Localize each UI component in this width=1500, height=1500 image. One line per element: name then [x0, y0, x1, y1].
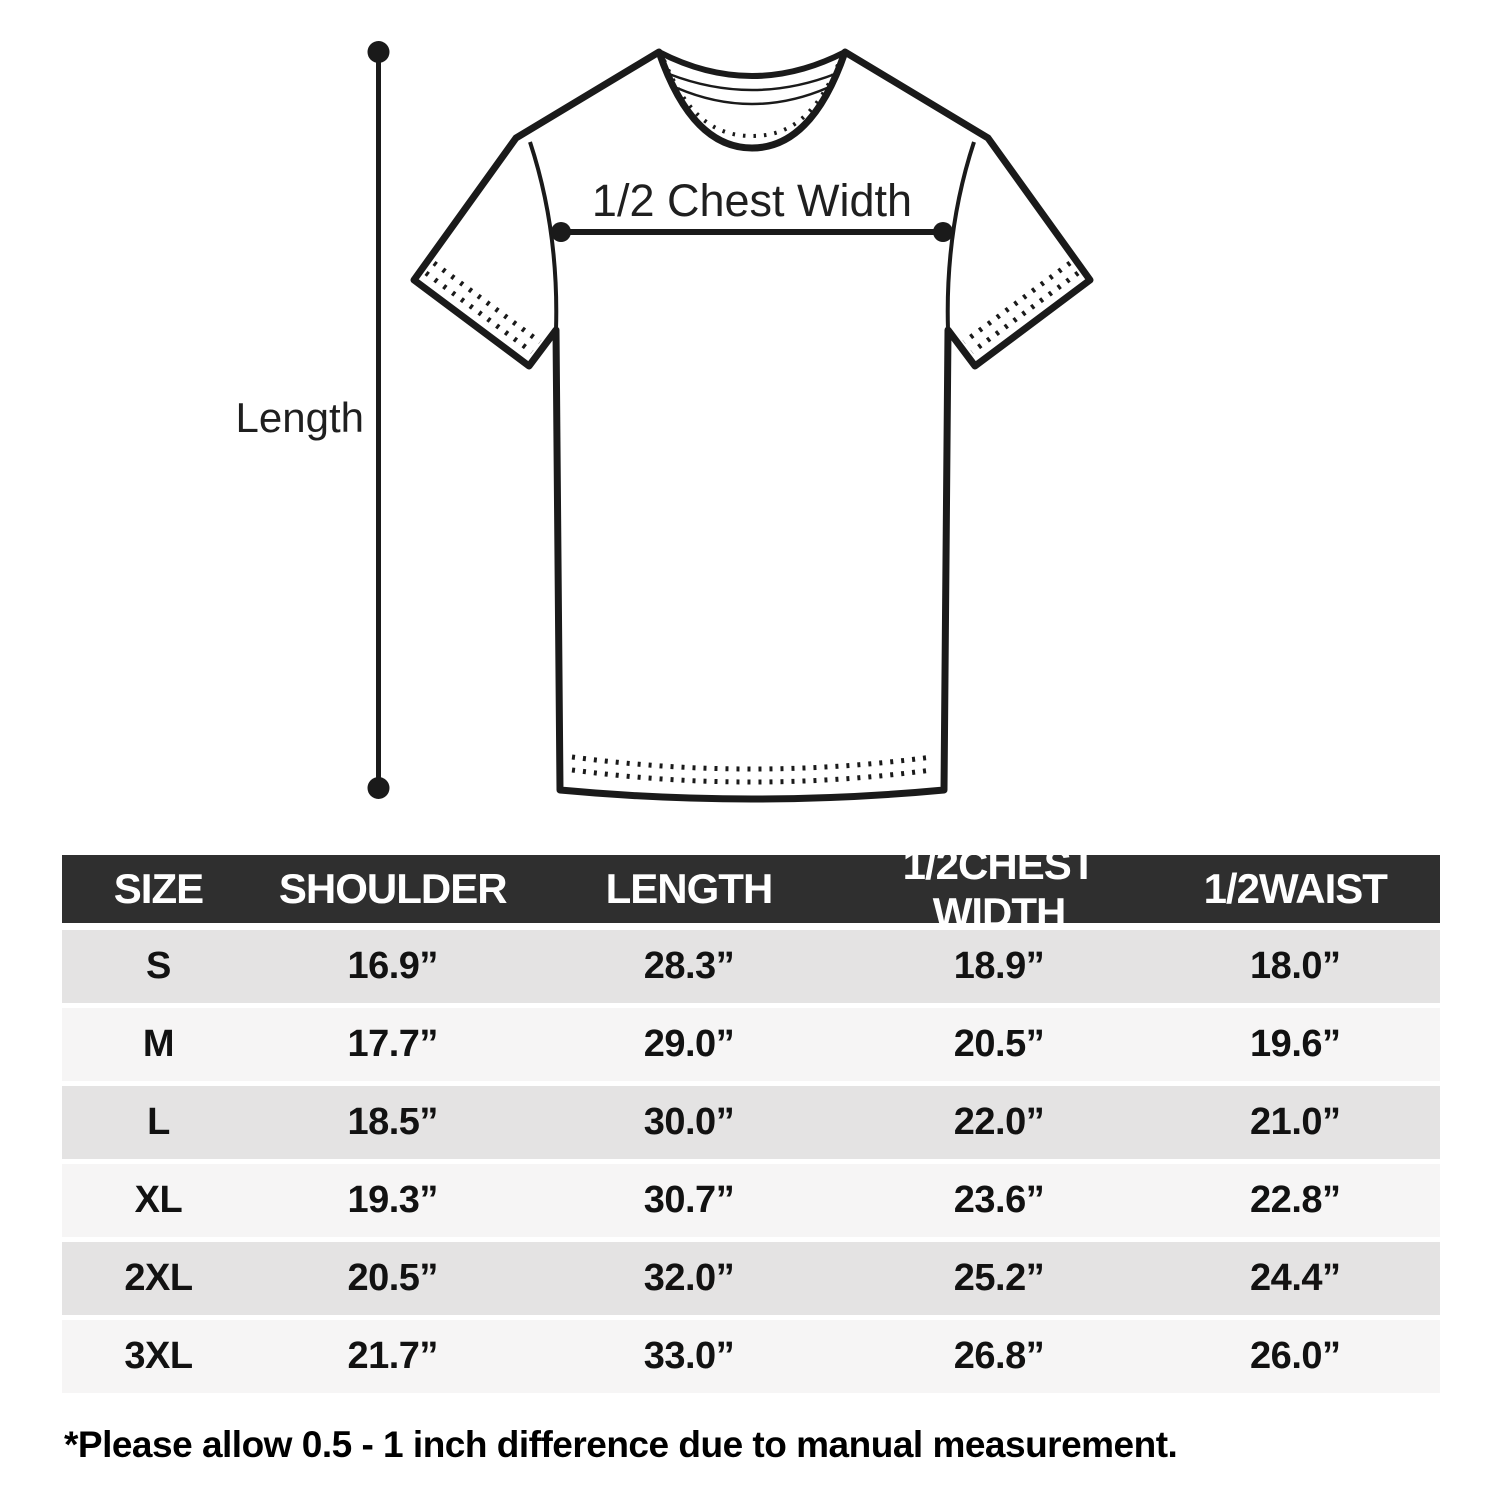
size-cell: M — [142, 1023, 175, 1065]
chest-measure-line — [551, 222, 953, 242]
size-cell: XL — [134, 1179, 183, 1221]
size-table: SIZE SHOULDER LENGTH 1/2CHEST WIDTH 1/2W… — [62, 841, 1440, 1398]
table-row: S 16.9” 28.3” 18.9” 18.0” — [62, 930, 1440, 1003]
size-table-body: S 16.9” 28.3” 18.9” 18.0” M 17.7” 29.0” … — [62, 930, 1440, 1393]
chest-cell: 25.2” — [953, 1257, 1045, 1299]
length-cell: 30.7” — [643, 1179, 735, 1221]
sleeve-stitch-right — [962, 260, 1080, 355]
length-measure-line — [367, 41, 390, 799]
col-header-shoulder: SHOULDER — [278, 865, 508, 912]
col-header-length: LENGTH — [605, 865, 774, 912]
waist-cell: 24.4” — [1250, 1257, 1341, 1299]
waist-cell: 26.0” — [1250, 1335, 1341, 1377]
table-row: M 17.7” 29.0” 20.5” 19.6” — [62, 1008, 1440, 1081]
shoulder-cell: 20.5” — [347, 1257, 438, 1299]
chest-cell: 26.8” — [953, 1335, 1045, 1377]
length-cell: 29.0” — [643, 1023, 735, 1065]
size-cell: 3XL — [124, 1335, 193, 1377]
table-row: 3XL 21.7” 33.0” 26.8” 26.0” — [62, 1320, 1440, 1393]
table-row: 2XL 20.5” 32.0” 25.2” 24.4” — [62, 1242, 1440, 1315]
chest-cell: 23.6” — [953, 1179, 1045, 1221]
chest-cell: 18.9” — [953, 945, 1045, 987]
chest-width-label: 1/2 Chest Width — [592, 175, 912, 226]
col-header-waist: 1/2WAIST — [1203, 865, 1388, 912]
length-label: Length — [236, 394, 364, 441]
measurement-disclaimer: *Please allow 0.5 - 1 inch difference du… — [64, 1424, 1178, 1465]
waist-cell: 21.0” — [1250, 1101, 1341, 1143]
shoulder-cell: 16.9” — [347, 945, 438, 987]
tshirt-outline — [410, 48, 1094, 803]
tshirt-measurement-diagram: 1/2 Chest Width Length — [236, 41, 1094, 803]
chest-cell: 20.5” — [953, 1023, 1045, 1065]
collar-stitch-dots — [662, 59, 842, 139]
waist-cell: 19.6” — [1250, 1023, 1341, 1065]
col-header-chest: 1/2CHEST WIDTH — [902, 841, 1097, 936]
size-cell: S — [146, 945, 171, 987]
length-cell: 28.3” — [643, 945, 735, 987]
chest-cell: 22.0” — [953, 1101, 1045, 1143]
shoulder-cell: 18.5” — [347, 1101, 438, 1143]
armhole-seam-left — [528, 141, 559, 331]
length-cell: 30.0” — [643, 1101, 735, 1143]
armhole-seam-right — [945, 141, 976, 331]
col-header-size: SIZE — [113, 865, 204, 912]
collar-inner-line-1 — [668, 72, 836, 92]
waist-cell: 18.0” — [1250, 945, 1341, 987]
size-cell: L — [147, 1101, 170, 1143]
size-cell: 2XL — [124, 1257, 193, 1299]
shoulder-cell: 17.7” — [347, 1023, 438, 1065]
waist-cell: 22.8” — [1250, 1179, 1341, 1221]
tshirt-diagram-svg: 1/2 Chest Width Length — [236, 41, 1094, 803]
shoulder-cell: 19.3” — [347, 1179, 438, 1221]
length-cell: 33.0” — [643, 1335, 735, 1377]
shoulder-cell: 21.7” — [347, 1335, 438, 1377]
size-table-header: SIZE SHOULDER LENGTH 1/2CHEST WIDTH 1/2W… — [62, 841, 1440, 936]
table-row: L 18.5” 30.0” 22.0” 21.0” — [62, 1086, 1440, 1159]
table-row: XL 19.3” 30.7” 23.6” 22.8” — [62, 1164, 1440, 1237]
collar-back-rim — [657, 49, 847, 79]
sleeve-stitch-left — [424, 260, 542, 355]
length-cell: 32.0” — [643, 1257, 735, 1299]
collar-inner-line-2 — [676, 86, 828, 106]
